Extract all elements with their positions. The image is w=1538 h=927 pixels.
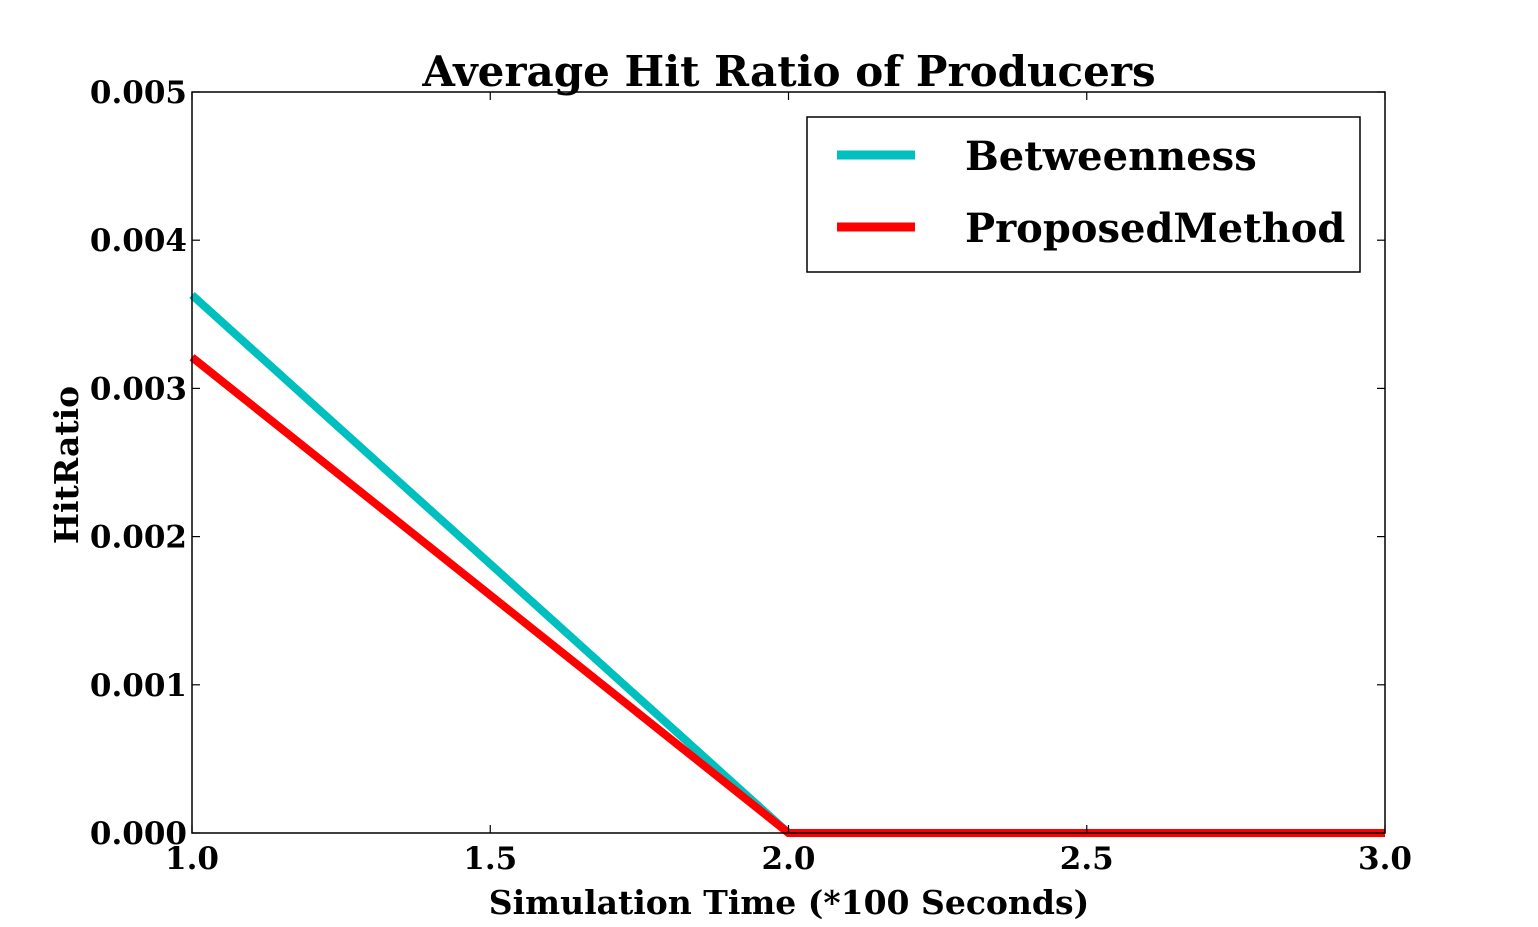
legend: Betweenness ProposedMethod	[806, 116, 1361, 273]
legend-box	[806, 116, 1361, 273]
x-axis-label: Simulation Time (*100 Seconds)	[489, 883, 1089, 922]
x-tick-label: 1.0	[165, 841, 219, 877]
legend-label-betweenness: Betweenness	[965, 133, 1257, 180]
legend-label-proposedmethod: ProposedMethod	[965, 205, 1345, 252]
y-tick-label: 0.002	[90, 520, 187, 556]
y-tick-label: 0.000	[90, 816, 187, 852]
x-tick-label: 2.5	[1060, 841, 1114, 877]
y-axis-label: HitRatio	[47, 386, 86, 544]
tick-layer: 1.0 1.5 2.0 2.5 3.0 0.000 0.001 0.002 0.003 0.004…	[90, 75, 1412, 877]
x-tick-label: 3.0	[1358, 841, 1412, 877]
y-tick-label: 0.005	[90, 75, 187, 111]
y-tick-label: 0.004	[90, 223, 187, 259]
y-tick-label: 0.001	[90, 668, 187, 704]
chart-title: Average Hit Ratio of Producers	[421, 47, 1155, 96]
x-tick-label: 1.5	[463, 841, 517, 877]
y-tick-label: 0.003	[90, 371, 187, 407]
x-tick-label: 2.0	[762, 841, 816, 877]
